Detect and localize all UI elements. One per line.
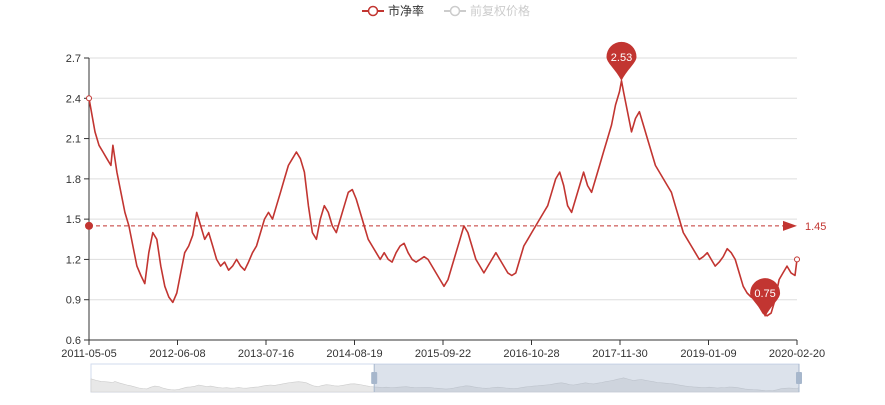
y-tick-label: 0.9 bbox=[66, 295, 81, 307]
x-tick-label: 2015-09-22 bbox=[415, 348, 471, 360]
data-zoom-handle-left[interactable] bbox=[371, 364, 378, 392]
x-tick-label: 2019-01-09 bbox=[680, 348, 736, 360]
max-marker-pin bbox=[606, 41, 637, 81]
series-end-point bbox=[794, 256, 800, 263]
max-marker: 2.53 bbox=[606, 41, 637, 81]
y-tick-label: 1.8 bbox=[66, 174, 81, 186]
legend-item-0[interactable]: 市净率 bbox=[362, 3, 424, 18]
data-zoom-handle-right[interactable] bbox=[796, 364, 802, 392]
x-tick-label: 2017-11-30 bbox=[592, 348, 647, 360]
min-marker: 0.75 bbox=[750, 278, 781, 318]
max-marker-label: 2.53 bbox=[611, 52, 632, 64]
y-tick-label: 0.6 bbox=[66, 335, 81, 347]
data-zoom-preview bbox=[90, 377, 800, 393]
legend-label-1: 前复权价格 bbox=[470, 3, 530, 18]
legend-item-1[interactable]: 前复权价格 bbox=[444, 3, 530, 18]
x-tick-label: 2012-06-08 bbox=[149, 348, 205, 360]
y-tick-label: 1.2 bbox=[66, 254, 81, 266]
y-tick-label: 1.5 bbox=[66, 214, 81, 226]
series-line-pb bbox=[88, 80, 798, 317]
legend-label-0: 市净率 bbox=[388, 3, 424, 18]
average-line-label: 1.45 bbox=[805, 221, 826, 233]
average-line-arrow bbox=[783, 220, 797, 231]
data-zoom-selection[interactable] bbox=[374, 364, 799, 392]
x-tick-label: 2011-05-05 bbox=[61, 348, 116, 360]
legend-symbol-1 bbox=[449, 5, 461, 17]
y-tick-label: 2.1 bbox=[66, 134, 81, 146]
legend-symbol-0 bbox=[367, 5, 379, 17]
x-tick-label: 2016-10-28 bbox=[503, 348, 559, 360]
x-tick-label: 2020-02-20 bbox=[769, 348, 825, 360]
min-marker-pin bbox=[750, 278, 781, 318]
series-start-point bbox=[86, 95, 92, 102]
x-tick-label: 2014-08-19 bbox=[326, 348, 382, 360]
y-tick-label: 2.7 bbox=[66, 53, 81, 65]
data-zoom-handle-grip[interactable] bbox=[796, 372, 802, 384]
y-tick-label: 2.4 bbox=[66, 93, 81, 105]
min-marker-label: 0.75 bbox=[754, 288, 775, 300]
data-zoom-handle-grip[interactable] bbox=[371, 372, 378, 384]
data-zoom-slider[interactable] bbox=[90, 363, 802, 393]
x-tick-label: 2013-07-16 bbox=[238, 348, 294, 360]
legend: 市净率 前复权价格 bbox=[362, 3, 530, 18]
